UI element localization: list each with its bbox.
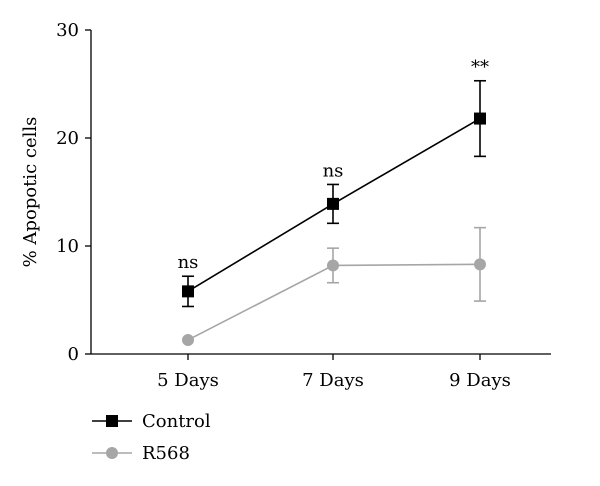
axes: 0 10 20 30 5 Days 7 Days 9 Days % Apopotic cell…: [20, 20, 551, 391]
y-axis-label: % Apopotic cells: [20, 117, 41, 268]
y-tick-label: 30: [56, 20, 79, 41]
data-point: [327, 197, 339, 210]
x-tick-label: 9 Days: [449, 370, 511, 391]
x-tick-label: 7 Days: [302, 370, 364, 391]
y-tick-label: 10: [56, 236, 79, 257]
legend-label: R568: [142, 443, 190, 464]
annotations: ns ns **: [178, 57, 489, 273]
series-r568: [182, 226, 486, 346]
data-point: [182, 285, 194, 298]
legend-label: Control: [142, 411, 211, 432]
data-point: [474, 112, 486, 125]
data-point: [327, 259, 339, 272]
significance-label: **: [471, 57, 489, 78]
legend-marker: [106, 415, 118, 427]
legend: Control R568: [92, 411, 211, 464]
significance-label: ns: [178, 252, 199, 273]
data-point: [474, 258, 486, 271]
significance-label: ns: [323, 160, 344, 181]
legend-marker: [106, 447, 118, 459]
series-control: [182, 79, 486, 308]
y-tick-label: 0: [68, 344, 79, 365]
x-tick-label: 5 Days: [157, 370, 219, 391]
legend-item-control: Control: [92, 411, 211, 432]
y-tick-label: 20: [56, 128, 79, 149]
data-point: [182, 333, 194, 346]
series-layer: [182, 79, 486, 346]
series-line: [187, 263, 481, 341]
legend-item-r568: R568: [92, 443, 190, 464]
